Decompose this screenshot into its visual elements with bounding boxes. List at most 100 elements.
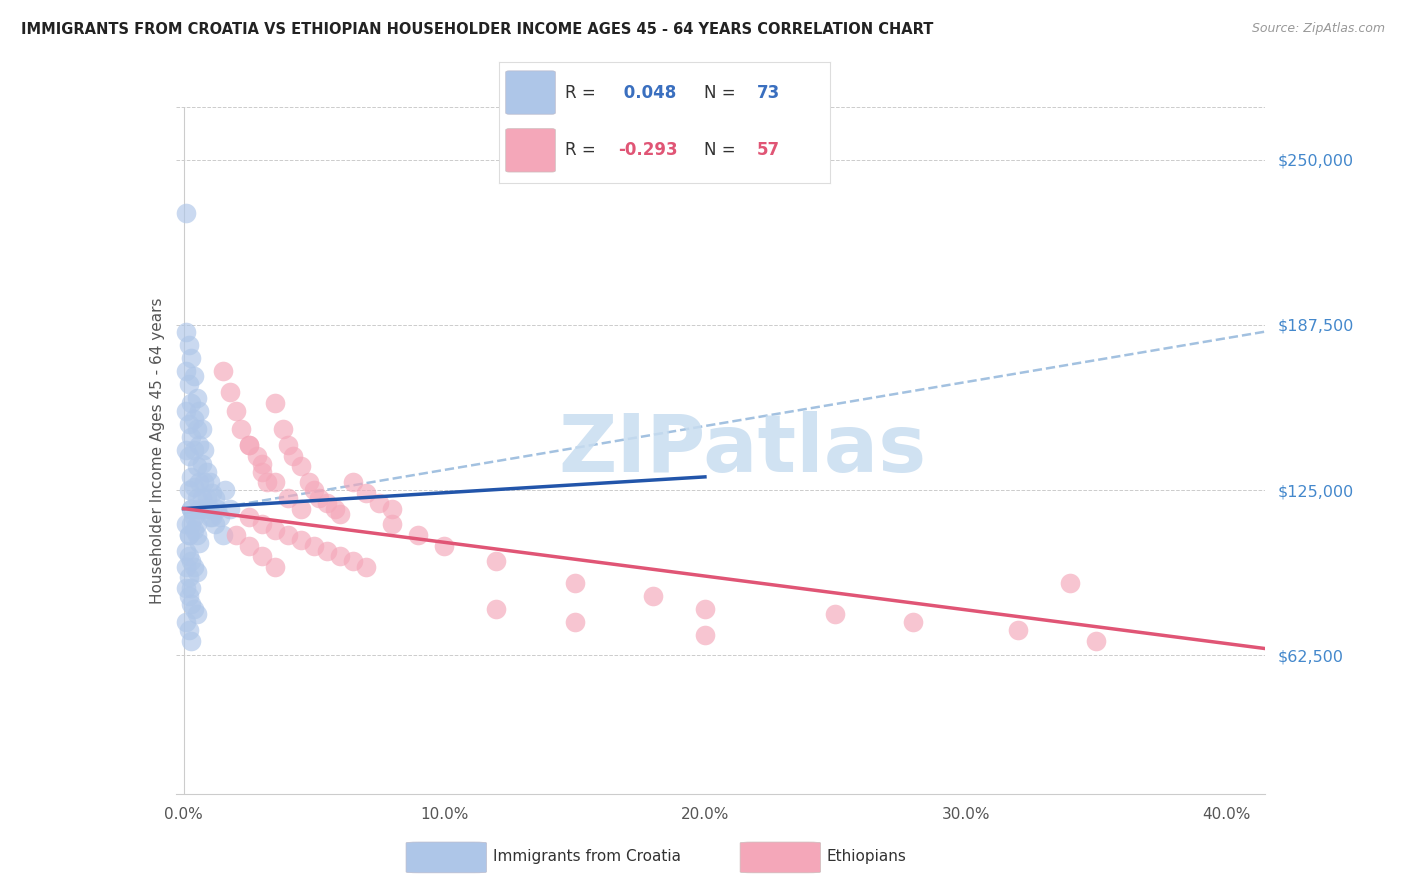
Text: Ethiopians: Ethiopians [827, 849, 907, 863]
Point [290, 501, 312, 516]
Point [174, 517, 197, 532]
Point [174, 325, 197, 339]
Point [263, 523, 285, 537]
Point [180, 501, 202, 516]
Point [354, 559, 377, 574]
Point [180, 554, 202, 568]
Point [183, 369, 205, 384]
Point [209, 509, 232, 524]
Point [193, 475, 215, 490]
Point [198, 475, 221, 490]
Point [201, 485, 224, 500]
Point [193, 443, 215, 458]
Point [219, 385, 242, 400]
Text: ZIPatlas: ZIPatlas [558, 411, 927, 490]
Point [245, 449, 267, 463]
Point [308, 491, 330, 505]
Point [177, 338, 200, 352]
Point [186, 607, 208, 622]
Point [277, 491, 299, 505]
Text: 57: 57 [756, 141, 780, 160]
Point [180, 633, 202, 648]
Point [298, 475, 321, 490]
Point [1007, 623, 1029, 637]
Point [191, 457, 214, 471]
Text: 73: 73 [756, 84, 780, 102]
Point [277, 438, 299, 452]
Point [186, 565, 208, 579]
Point [211, 364, 233, 378]
Point [250, 549, 273, 563]
Point [329, 549, 352, 563]
Point [186, 422, 208, 436]
Point [174, 364, 197, 378]
Point [198, 501, 221, 516]
Point [302, 539, 325, 553]
Point [183, 523, 205, 537]
Point [281, 449, 304, 463]
Point [188, 475, 211, 490]
Point [177, 623, 200, 637]
Point [564, 615, 586, 630]
Point [271, 422, 294, 436]
Point [195, 465, 218, 479]
Text: Immigrants from Croatia: Immigrants from Croatia [492, 849, 681, 863]
Point [177, 570, 200, 584]
Point [406, 528, 429, 542]
Point [1059, 575, 1081, 590]
Point [177, 377, 200, 392]
Point [186, 517, 208, 532]
Point [290, 533, 312, 548]
Point [180, 470, 202, 484]
Point [485, 602, 508, 616]
Point [250, 517, 273, 532]
Point [180, 581, 202, 595]
Point [263, 396, 285, 410]
Point [381, 517, 404, 532]
Point [177, 417, 200, 431]
Point [342, 554, 364, 568]
Point [177, 483, 200, 497]
Text: R =: R = [565, 141, 602, 160]
Point [186, 528, 208, 542]
Point [174, 581, 197, 595]
Point [177, 449, 200, 463]
Point [485, 554, 508, 568]
Point [693, 602, 716, 616]
Point [191, 491, 214, 505]
Point [180, 396, 202, 410]
Point [180, 430, 202, 444]
Text: R =: R = [565, 84, 602, 102]
Point [903, 615, 925, 630]
Y-axis label: Householder Income Ages 45 - 64 years: Householder Income Ages 45 - 64 years [149, 297, 165, 604]
Point [219, 501, 242, 516]
Point [824, 607, 846, 622]
Point [188, 404, 211, 418]
Point [177, 528, 200, 542]
Point [188, 438, 211, 452]
Point [188, 536, 211, 550]
Point [174, 443, 197, 458]
FancyBboxPatch shape [740, 842, 821, 872]
Point [204, 491, 226, 505]
Point [238, 539, 260, 553]
Point [174, 559, 197, 574]
Point [186, 459, 208, 474]
Point [198, 509, 221, 524]
Point [195, 491, 218, 505]
Point [316, 544, 339, 558]
Point [180, 597, 202, 611]
Point [188, 501, 211, 516]
Point [564, 575, 586, 590]
Point [193, 501, 215, 516]
Point [229, 422, 252, 436]
Point [1084, 633, 1107, 648]
Point [381, 501, 404, 516]
Point [183, 559, 205, 574]
Point [693, 628, 716, 642]
Point [207, 501, 229, 516]
FancyBboxPatch shape [406, 842, 486, 872]
Point [277, 528, 299, 542]
Point [180, 351, 202, 365]
Point [323, 501, 346, 516]
